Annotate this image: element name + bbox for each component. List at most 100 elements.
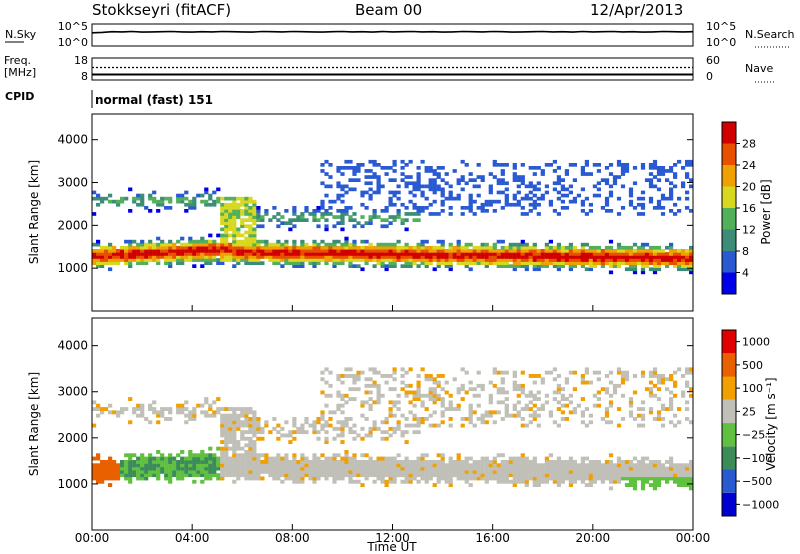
heatmap-cell [392,400,397,405]
heatmap-cell [284,433,289,438]
heatmap-cell [540,476,545,481]
heatmap-cell [176,473,181,478]
heatmap-cell [468,473,473,478]
heatmap-cell [488,249,493,253]
heatmap-cell [476,249,481,253]
heatmap-cell [640,270,646,275]
heatmap-cell [404,456,409,461]
heatmap-cell [320,206,325,210]
heatmap-cell [620,469,626,474]
heatmap-cell [677,159,682,164]
heatmap-cell [648,196,654,201]
heatmap-cell [584,196,589,201]
heatmap-cell [368,252,373,256]
heatmap-cell [236,466,241,471]
heatmap-cell [368,367,373,372]
heatmap-cell [520,249,525,253]
heatmap-cell [388,261,393,265]
heatmap-cell [584,473,589,478]
heatmap-cell [224,258,229,262]
heatmap-cell [380,255,385,259]
heatmap-cell [224,212,229,216]
heatmap-cell [380,476,385,481]
heatmap-cell [224,196,229,201]
heatmap-cell [152,249,157,253]
y-tick-label: 2000 [57,218,88,232]
heatmap-cell [388,400,393,405]
heatmap-cell [392,255,397,259]
heatmap-cell [232,252,237,256]
heatmap-cell [248,426,253,431]
heatmap-cell [592,163,597,167]
heatmap-cell [388,178,393,182]
heatmap-cell [508,258,513,262]
heatmap-cell [196,469,201,474]
heatmap-cell [204,187,209,192]
heatmap-cell [556,212,561,216]
heatmap-cell [492,463,497,468]
heatmap-cell [492,163,497,167]
heatmap-cell [372,479,377,484]
heatmap-cell [640,469,646,474]
heatmap-cell [412,261,417,265]
heatmap-cell [660,463,666,468]
heatmap-cell [276,430,281,435]
heatmap-cell [504,469,509,474]
heatmap-cell [348,430,353,435]
heatmap-cell [324,380,329,385]
heatmap-cell [340,410,345,415]
heatmap-cell [444,252,449,256]
heatmap-cell [136,466,141,471]
heatmap-cell [500,178,505,182]
heatmap-cell [344,252,349,256]
heatmap-cell [252,233,257,238]
heatmap-cell [192,206,197,210]
heatmap-cell [628,403,634,408]
heatmap-cell [456,390,461,395]
heatmap-cell [248,456,253,461]
heatmap-cell [324,460,329,464]
heatmap-cell [324,255,329,259]
heatmap-cell [428,390,433,395]
heatmap-cell [240,258,245,262]
heatmap-cell [384,264,389,268]
colorbar-tick-label: 20 [742,181,756,194]
heatmap-cell [568,483,573,487]
heatmap-cell [92,258,97,262]
heatmap-cell [512,267,517,272]
heatmap-cell [240,420,245,425]
heatmap-cell [304,430,309,435]
heatmap-cell [320,423,325,428]
heatmap-cell [280,469,285,474]
heatmap-cell [412,460,417,464]
heatmap-cell [416,249,421,253]
heatmap-cell [232,249,237,253]
heatmap-cell [132,239,137,244]
heatmap-cell [356,479,361,484]
heatmap-cell [540,377,545,382]
heatmap-cell [456,255,461,259]
heatmap-cell [628,267,634,272]
heatmap-cell [584,463,589,468]
heatmap-cell [348,479,353,484]
heatmap-cell [212,469,217,474]
heatmap-cell [236,469,241,474]
heatmap-cell [416,393,421,398]
heatmap-cell [104,463,109,468]
heatmap-cell [380,261,385,265]
heatmap-cell [104,258,109,262]
heatmap-cell [296,245,301,250]
heatmap-cell [644,264,650,268]
heatmap-cell [228,242,233,247]
heatmap-cell [140,196,145,201]
heatmap-cell [292,423,297,428]
heatmap-cell [468,252,473,256]
heatmap-cell [328,410,333,415]
heatmap-cell [312,463,317,468]
heatmap-cell [588,264,593,268]
heatmap-cell [272,463,277,468]
heatmap-cell [524,479,529,484]
heatmap-cell [568,255,573,259]
heatmap-cell [408,469,413,474]
freq-left-tick-bottom: 8 [81,70,88,83]
